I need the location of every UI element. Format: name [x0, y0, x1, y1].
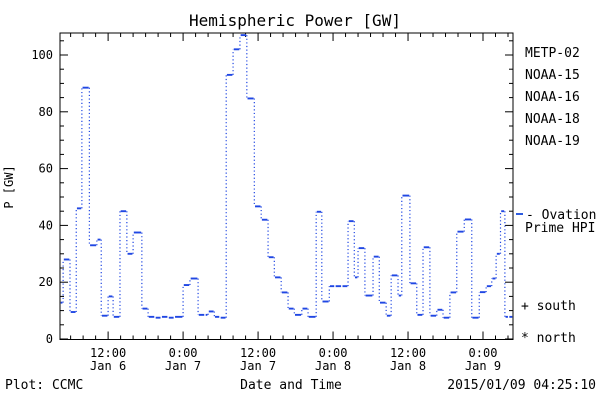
south-marker-label: + south — [521, 299, 576, 314]
y-tick-label: 60 — [39, 162, 53, 176]
x-tick-time-label: 0:00 — [169, 346, 198, 360]
legend-item-metp02: METP-02 — [525, 46, 580, 61]
x-tick-time-label: 12:00 — [90, 346, 126, 360]
x-tick-time-label: 12:00 — [240, 346, 276, 360]
legend-item-noaa16: NOAA-16 — [525, 90, 580, 105]
legend-item-noaa19: NOAA-19 — [525, 134, 580, 149]
x-tick-date-label: Jan 9 — [465, 359, 501, 373]
x-tick-time-label: 0:00 — [319, 346, 348, 360]
ovation-label-line1: - Ovation — [526, 208, 596, 223]
footer: Plot: CCMC Date and Time 2015/01/09 04:2… — [5, 378, 596, 393]
plot-frame — [59, 32, 514, 340]
x-tick-date-label: Jan 7 — [240, 359, 276, 373]
hpi-step-line — [60, 34, 513, 319]
y-tick-label: 20 — [39, 275, 53, 289]
x-tick-date-label: Jan 7 — [165, 359, 201, 373]
satellite-legend: METP-02 NOAA-15 NOAA-16 NOAA-18 NOAA-19 — [525, 46, 580, 149]
chart-title: Hemispheric Power [GW] — [189, 11, 401, 30]
y-axis-tick-labels: 0 20 40 60 80 100 — [31, 48, 53, 346]
x-tick-time-label: 0:00 — [469, 346, 498, 360]
x-tick-time-label: 12:00 — [390, 346, 426, 360]
x-axis-label: Date and Time — [240, 378, 342, 393]
legend-item-noaa18: NOAA-18 — [525, 112, 580, 127]
legend-item-noaa15: NOAA-15 — [525, 68, 580, 83]
y-axis-label: P [GW] — [2, 165, 16, 208]
plot-credit: Plot: CCMC — [5, 378, 83, 393]
y-tick-label: 100 — [31, 48, 53, 62]
y-tick-label: 40 — [39, 218, 53, 232]
axis-ticks — [60, 33, 513, 340]
x-tick-date-label: Jan 8 — [390, 359, 426, 373]
line-legend: - Ovation Prime HPI + south * north — [516, 208, 596, 346]
ovation-label-line2: Prime HPI — [525, 221, 595, 236]
plot-timestamp: 2015/01/09 04:25:10 — [447, 378, 596, 393]
y-tick-label: 0 — [46, 332, 53, 346]
north-marker-label: * north — [521, 331, 576, 346]
x-tick-date-label: Jan 6 — [90, 359, 126, 373]
x-tick-date-label: Jan 8 — [315, 359, 351, 373]
y-tick-label: 80 — [39, 105, 53, 119]
